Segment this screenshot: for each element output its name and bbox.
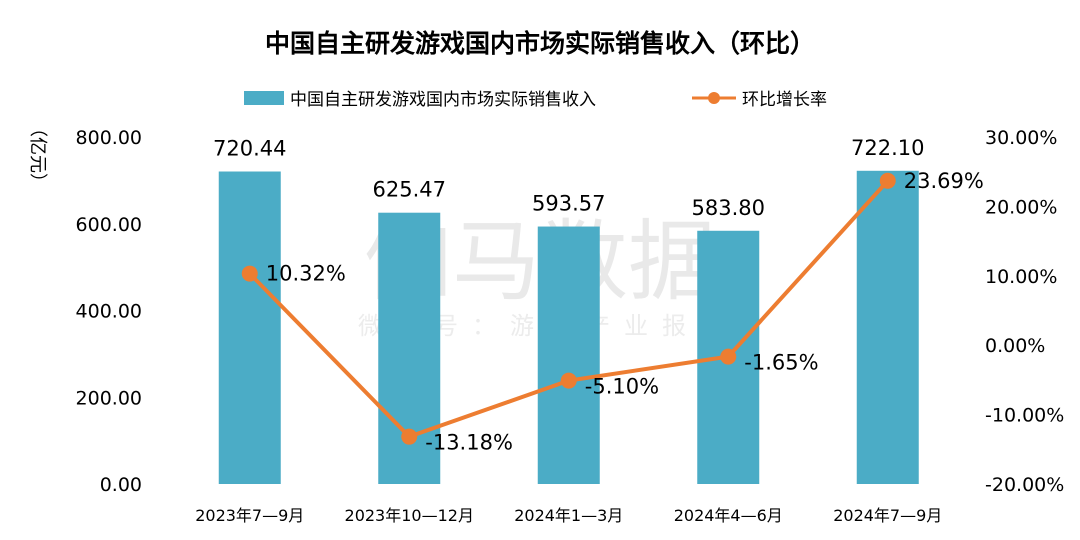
growth-point-label: -1.65% bbox=[744, 351, 818, 375]
y-right-tick: 20.00% bbox=[985, 196, 1057, 218]
legend-line-label: 环比增长率 bbox=[742, 90, 827, 110]
bar-labels: 720.44 625.47 593.57 583.80 722.10 bbox=[213, 136, 924, 220]
growth-point bbox=[879, 172, 896, 189]
bar-value-label: 722.10 bbox=[851, 136, 924, 160]
y-right-tick: 30.00% bbox=[985, 127, 1057, 149]
legend-bar-swatch bbox=[244, 91, 284, 105]
x-tick-label: 2024年1—3月 bbox=[514, 506, 623, 525]
bar bbox=[537, 226, 600, 485]
x-tick-label: 2023年7—9月 bbox=[195, 506, 304, 525]
growth-point-label: -5.10% bbox=[585, 375, 659, 399]
y-left-tick: 600.00 bbox=[76, 214, 142, 236]
y-right-tick: -20.00% bbox=[985, 474, 1064, 496]
bar-value-label: 720.44 bbox=[213, 137, 286, 161]
y-left-tick: 0.00 bbox=[100, 474, 142, 496]
bar bbox=[856, 170, 919, 484]
x-tick-label: 2024年4—6月 bbox=[674, 506, 783, 525]
legend: 中国自主研发游戏国内市场实际销售收入 环比增长率 bbox=[244, 90, 827, 110]
legend-bar-label: 中国自主研发游戏国内市场实际销售收入 bbox=[290, 90, 596, 110]
growth-point bbox=[401, 428, 418, 445]
bar-value-label: 625.47 bbox=[373, 178, 446, 202]
y-left-unit-label: （亿元） bbox=[27, 119, 48, 191]
y-left-tick: 800.00 bbox=[76, 127, 142, 149]
y-right-tick: -10.00% bbox=[985, 405, 1064, 427]
y-left-tick: 200.00 bbox=[76, 387, 142, 409]
growth-point bbox=[241, 265, 258, 282]
y-left-tick: 400.00 bbox=[76, 301, 142, 323]
growth-point-label: 23.69% bbox=[904, 169, 984, 193]
growth-point bbox=[560, 372, 577, 389]
y-left-ticks: 0.00 200.00 400.00 600.00 800.00 bbox=[76, 127, 142, 496]
bar bbox=[218, 171, 281, 484]
y-right-tick: 0.00% bbox=[985, 335, 1045, 357]
bar-value-label: 593.57 bbox=[532, 192, 605, 216]
bar-value-label: 583.80 bbox=[692, 196, 765, 220]
growth-point-label: -13.18% bbox=[425, 431, 513, 455]
growth-point-label: 10.32% bbox=[266, 262, 346, 286]
y-right-ticks: -20.00% -10.00% 0.00% 10.00% 20.00% 30.00% bbox=[985, 127, 1064, 496]
chart-title: 中国自主研发游戏国内市场实际销售收入（环比） bbox=[265, 29, 815, 58]
x-tick-label: 2024年7—9月 bbox=[833, 506, 942, 525]
growth-point bbox=[720, 348, 737, 365]
x-ticks: 2023年7—9月 2023年10—12月 2024年1—3月 2024年4—6月 20… bbox=[195, 506, 942, 525]
legend-line-marker bbox=[708, 92, 720, 104]
x-tick-label: 2023年10—12月 bbox=[345, 506, 474, 525]
growth-line: 10.32% -13.18% -5.10% -1.65% 23.69% bbox=[241, 169, 984, 455]
y-right-tick: 10.00% bbox=[985, 266, 1057, 288]
